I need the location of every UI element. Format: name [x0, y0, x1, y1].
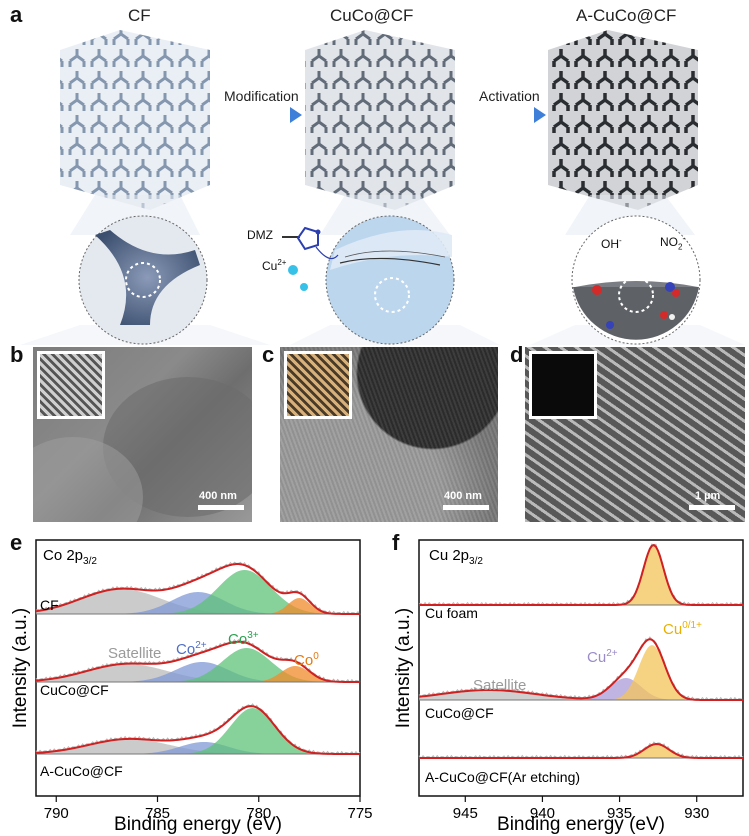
arrow-activation [472, 107, 546, 123]
cu-ion-icon [288, 265, 298, 275]
f-ylabel: Intensity (a.u.) [393, 608, 414, 728]
scale-label-d: 1 µm [695, 490, 721, 502]
f-xlabel: Binding energy (eV) [497, 814, 665, 835]
panel-label-c: c [262, 342, 275, 367]
x-tick-label: 785 [145, 805, 170, 822]
label-activation: Activation [479, 88, 540, 104]
schematic-illustration [20, 30, 745, 345]
x-tick-label: 940 [530, 805, 555, 822]
label-modification: Modification [224, 88, 299, 104]
title-cuco-cf: CuCo@CF [330, 6, 414, 25]
label-cu-ion: Cu2+ [262, 258, 287, 273]
peak-label-co3: Co3+ [228, 630, 259, 648]
fit-component [419, 645, 743, 700]
panel-label-b: b [10, 342, 24, 367]
arrow-modification [228, 107, 302, 123]
chart-e: 790 785 780 775 Co 2p3/2 CF CuCo@CF A-CuCo@… [10, 539, 373, 835]
fit-component [36, 739, 360, 754]
fit-component [36, 598, 360, 614]
x-tick-label: 780 [246, 805, 271, 822]
e-title: Co 2p3/2 [43, 547, 97, 567]
foam-cube-cuco-cf [305, 30, 455, 210]
trace-label-a-cuco-cf-ar: A-CuCo@CF(Ar etching) [425, 769, 580, 785]
raw-data-line [418, 741, 744, 760]
scale-label-c: 400 nm [444, 490, 482, 502]
scale-bar [443, 505, 489, 510]
scale-label-b: 400 nm [199, 490, 237, 502]
title-a-cuco-cf: A-CuCo@CF [576, 6, 677, 25]
foam-cube-cf [60, 30, 210, 210]
panel-label-e: e [10, 530, 23, 555]
f-plot-area [418, 543, 744, 760]
e-plot-area [35, 561, 361, 756]
x-tick-label: 775 [347, 805, 372, 822]
fit-envelope [419, 543, 743, 606]
trace-label-cf: CF [40, 597, 59, 613]
trace-label-cuco-cf: CuCo@CF [40, 682, 109, 698]
fit-component [36, 570, 360, 614]
e-xlabel: Binding energy (eV) [114, 814, 282, 835]
scale-bar [689, 505, 735, 510]
fit-envelope [35, 705, 361, 755]
peak-label-satellite: Satellite [473, 677, 526, 694]
peak-label-co0: Co0 [294, 651, 319, 669]
inset-photo-a-cuco-cf [529, 351, 597, 419]
fit-component [36, 664, 360, 682]
panel-label-a: a [10, 2, 23, 27]
peak-label-cu01: Cu0/1+ [663, 620, 702, 638]
sem-image-cf: 400 nm [33, 347, 252, 522]
zoom-circle-cuco-cf [325, 215, 455, 345]
peak-label-co2: Co2+ [176, 640, 207, 658]
fit-envelope [35, 563, 361, 615]
chart-f: 945 940 935 930 Cu 2p3/2 Cu foam CuCo@CF A-… [393, 539, 744, 835]
peak-label-cu2: Cu2+ [587, 648, 618, 666]
fit-component [36, 708, 360, 754]
foam-cube-a-cuco-cf [548, 30, 698, 210]
label-oh: OH- [601, 236, 622, 251]
label-no2: NO2- [660, 234, 686, 252]
x-tick-label: 945 [453, 805, 478, 822]
zoom-circle-a-cuco-cf [571, 215, 701, 345]
cu-ion-icon-2 [300, 283, 308, 291]
peak-label-satellite: Satellite [108, 645, 161, 662]
x-tick-label: 935 [607, 805, 632, 822]
fit-envelope [418, 638, 743, 701]
fit-component [419, 690, 743, 700]
zoom-circle-cf [78, 215, 208, 345]
f-ticks: 945 940 935 930 [453, 796, 709, 822]
dmz-molecule-icon [282, 226, 339, 260]
sem-image-cuco-cf: 400 nm [280, 347, 498, 522]
fit-component [36, 662, 360, 682]
panel-label-d: d [510, 342, 524, 367]
title-cf: CF [128, 6, 151, 25]
trace-label-a-cuco-cf: A-CuCo@CF [40, 763, 123, 779]
trace-label-cu-foam: Cu foam [425, 605, 478, 621]
plot-frame [35, 539, 361, 797]
fit-component [36, 742, 360, 754]
label-dmz: DMZ [247, 228, 273, 242]
fit-envelope [35, 640, 361, 683]
inset-photo-cf [37, 351, 105, 419]
x-tick-label: 790 [44, 805, 69, 822]
fit-component [419, 744, 743, 758]
sem-image-a-cuco-cf: 1 µm [525, 347, 745, 522]
fit-component [419, 545, 743, 605]
trace-label-cuco-cf: CuCo@CF [425, 705, 494, 721]
fit-component [36, 666, 360, 682]
x-tick-label: 930 [684, 805, 709, 822]
e-ylabel: Intensity (a.u.) [10, 608, 31, 728]
inset-photo-cuco-cf [284, 351, 352, 419]
plot-frame [418, 539, 744, 797]
scale-bar [198, 505, 244, 510]
e-ticks: 790 785 780 775 [44, 796, 373, 822]
f-title: Cu 2p3/2 [429, 547, 483, 567]
panel-label-f: f [392, 530, 400, 555]
fit-component [36, 592, 360, 614]
fit-envelope [419, 743, 743, 759]
fit-component [36, 648, 360, 682]
fit-component [36, 589, 360, 614]
